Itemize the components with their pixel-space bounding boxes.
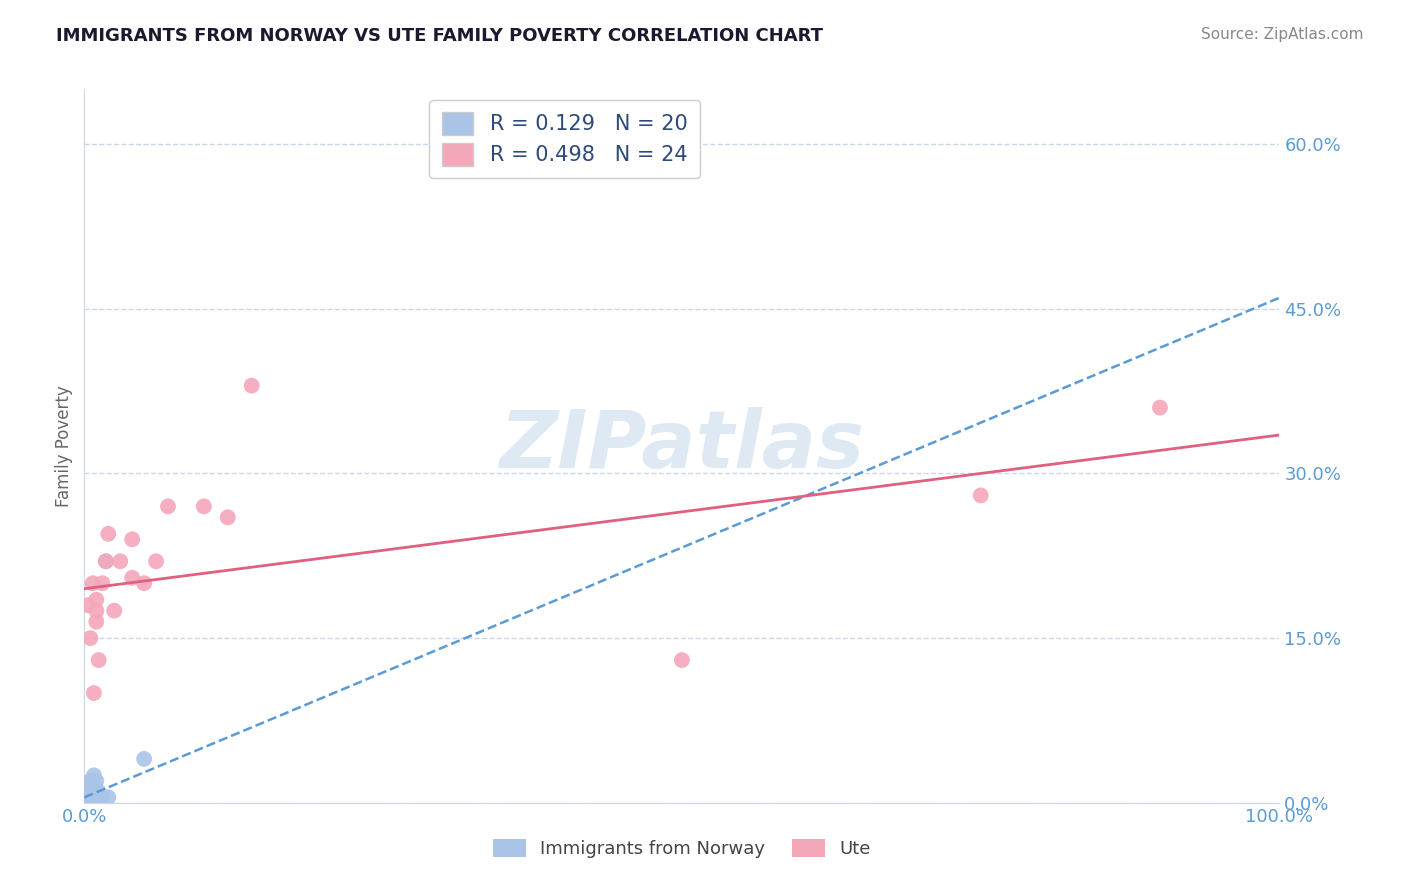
- Point: [217, 510, 239, 524]
- Point: [671, 653, 693, 667]
- Point: [82, 780, 104, 794]
- Point: [89, 790, 111, 805]
- Point: [82, 773, 104, 788]
- Point: [97, 526, 120, 541]
- Point: [87, 785, 110, 799]
- Point: [84, 780, 107, 794]
- Point: [103, 604, 125, 618]
- Point: [86, 773, 108, 788]
- Point: [83, 785, 105, 799]
- Point: [86, 790, 108, 805]
- Point: [110, 554, 132, 568]
- Point: [970, 488, 993, 502]
- Y-axis label: Family Poverty: Family Poverty: [55, 385, 73, 507]
- Point: [86, 604, 108, 618]
- Point: [83, 768, 105, 782]
- Point: [91, 576, 114, 591]
- Point: [240, 378, 263, 392]
- Point: [145, 554, 167, 568]
- Point: [86, 615, 108, 629]
- Point: [132, 576, 156, 591]
- Point: [79, 785, 101, 799]
- Point: [94, 554, 117, 568]
- Point: [82, 785, 104, 799]
- Point: [121, 571, 143, 585]
- Point: [94, 554, 117, 568]
- Point: [91, 790, 114, 805]
- Point: [132, 752, 156, 766]
- Legend: Immigrants from Norway, Ute: Immigrants from Norway, Ute: [486, 831, 877, 865]
- Point: [79, 631, 101, 645]
- Point: [87, 653, 110, 667]
- Point: [84, 790, 107, 805]
- Point: [82, 790, 104, 805]
- Point: [121, 533, 143, 547]
- Point: [83, 790, 105, 805]
- Point: [157, 500, 180, 514]
- Text: IMMIGRANTS FROM NORWAY VS UTE FAMILY POVERTY CORRELATION CHART: IMMIGRANTS FROM NORWAY VS UTE FAMILY POV…: [56, 27, 824, 45]
- Text: ZIPatlas: ZIPatlas: [499, 407, 865, 485]
- Point: [77, 598, 100, 612]
- Text: Source: ZipAtlas.com: Source: ZipAtlas.com: [1201, 27, 1364, 42]
- Point: [193, 500, 215, 514]
- Point: [79, 773, 101, 788]
- Point: [83, 686, 105, 700]
- Point: [79, 790, 101, 805]
- Point: [97, 790, 120, 805]
- Point: [86, 592, 108, 607]
- Point: [1149, 401, 1171, 415]
- Point: [82, 576, 104, 591]
